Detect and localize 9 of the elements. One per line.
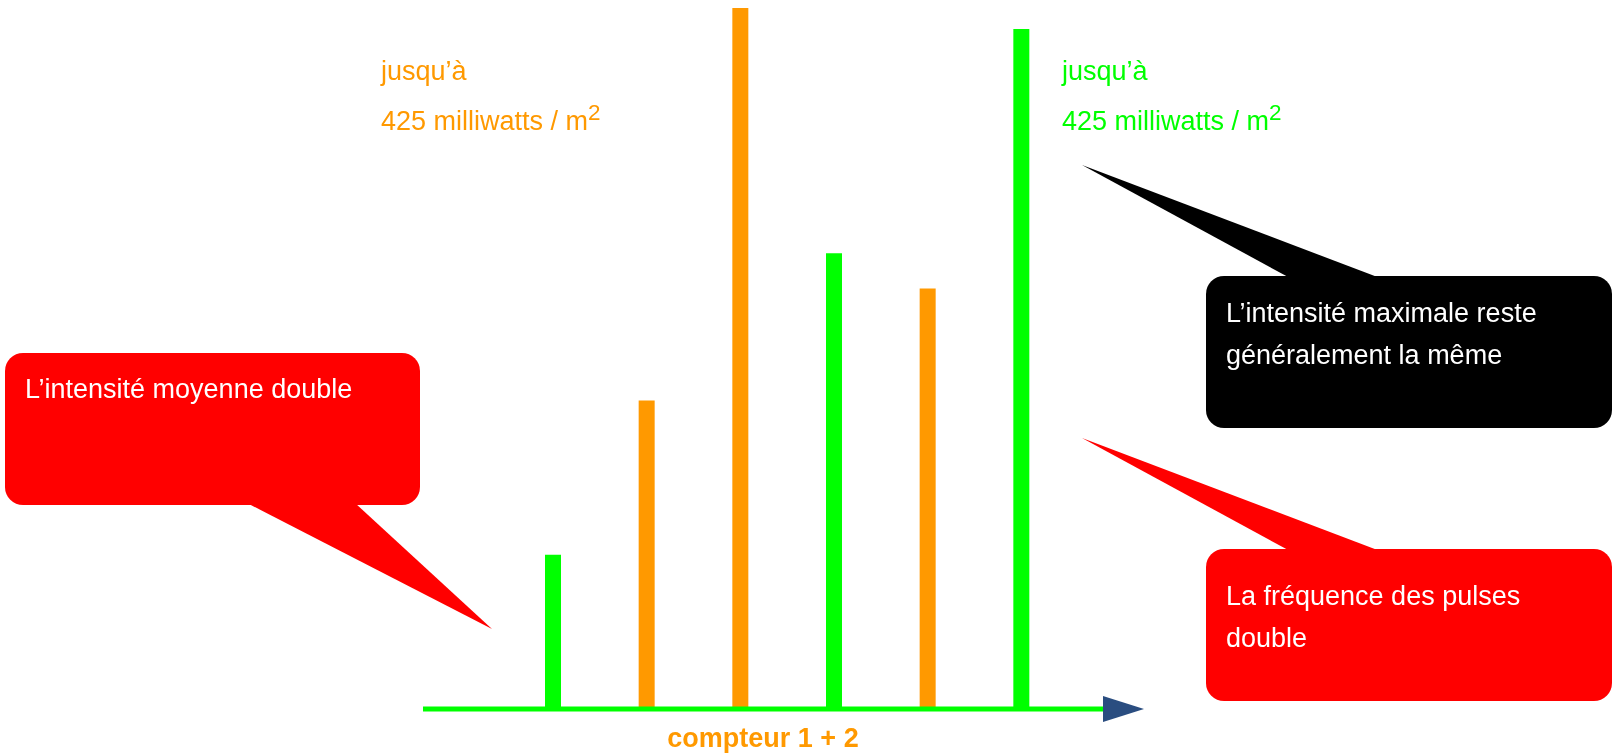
text: L’intensité maximale reste généralement la même <box>1226 297 1538 372</box>
annotation: jusqu’à 425 milliwatts / m$^{2}$ <box>1062 55 1282 138</box>
bar <box>638 400 655 709</box>
text: L’intensité moyenne double <box>25 373 354 406</box>
annotation: jusqu’à 425 milliwatts / m$^{2}$ <box>381 55 601 138</box>
x-axis-title: compteur 1 + 2 <box>667 723 859 753</box>
bar <box>919 288 936 709</box>
text: La fréquence des pulses double <box>1226 580 1522 655</box>
bar <box>732 8 749 709</box>
